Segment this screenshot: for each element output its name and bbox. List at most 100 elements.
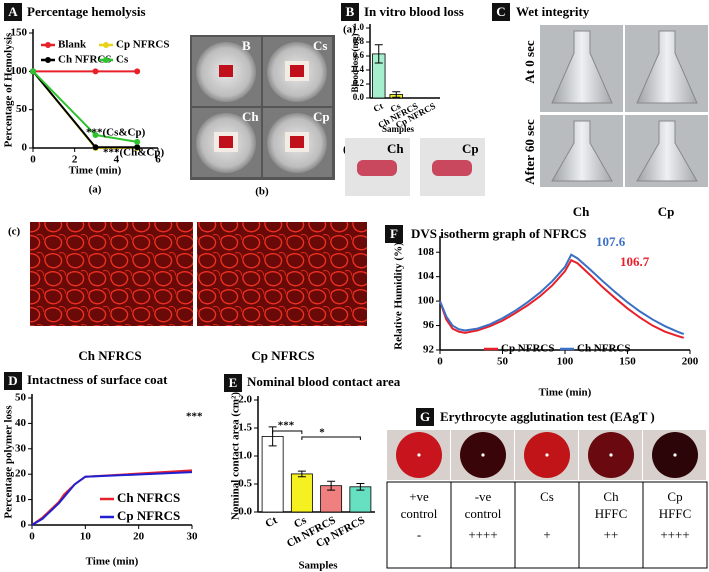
cell-label: HFFC — [595, 506, 628, 521]
y-tick-label: 1.0 — [353, 22, 365, 32]
sub-label: (b) — [255, 186, 269, 198]
flask — [636, 120, 698, 182]
photo-label: Cs — [313, 38, 327, 53]
flask — [636, 30, 698, 104]
x-tick-label: 20 — [133, 531, 145, 543]
chart-title: DVS isotherm graph of NFRCS — [411, 226, 587, 241]
legend-label: Cp NFRCS — [117, 508, 180, 523]
panel-letter: B — [346, 4, 355, 19]
annotation: 107.6 — [596, 234, 626, 249]
panel-letter: C — [496, 4, 505, 19]
x-tick-label: Cs — [389, 101, 403, 115]
y-axis-label: Blood loss (mg) — [350, 33, 360, 92]
y-tick-label: 108 — [418, 246, 435, 258]
y-tick-label: 96 — [423, 319, 435, 331]
panel-badge — [224, 374, 242, 392]
significance-bracket — [272, 430, 303, 434]
x-tick-label: Ct — [372, 101, 385, 114]
y-tick-label: 2.0 — [238, 394, 252, 406]
y-tick-label: 0.4 — [353, 64, 365, 74]
y-tick-label: 0 — [22, 142, 28, 154]
legend-label: Cp NFRCS — [116, 39, 169, 51]
point — [92, 131, 99, 138]
x-tick-label: 150 — [619, 356, 636, 368]
x-axis-label: Time (min) — [86, 556, 139, 568]
micrograph — [197, 222, 367, 326]
flask — [551, 120, 613, 182]
caption: Ch NFRCS — [78, 348, 141, 363]
cell-result: + — [543, 527, 550, 542]
x-tick-label: 30 — [187, 531, 199, 543]
panel-badge — [4, 372, 22, 390]
series-line — [439, 258, 685, 339]
point — [134, 68, 141, 75]
tube — [432, 160, 472, 176]
x-tick-label: Cs — [292, 514, 309, 531]
error-bar — [268, 426, 277, 447]
panel-letter: D — [8, 373, 17, 388]
sub-label: (c) — [8, 226, 21, 238]
cell-result: - — [417, 527, 421, 542]
y-tick-label: 50 — [16, 103, 28, 115]
cell-result: ++++ — [468, 527, 497, 542]
annotation: * — [319, 427, 325, 439]
cell-label: control — [401, 506, 438, 521]
x-tick-label: 0 — [30, 154, 36, 166]
legend-label: Ch NFRCS — [58, 54, 111, 66]
cell-result: ++ — [604, 527, 619, 542]
panel-badge — [492, 3, 510, 21]
legend-label: Cs — [116, 54, 129, 66]
y-tick-label: 104 — [418, 270, 435, 282]
sub-label: (a) — [89, 184, 102, 196]
y-axis-label: Nominal contact area (cm²) — [230, 392, 242, 520]
y-tick-label: 30 — [15, 442, 27, 454]
cell-label: +ve — [409, 489, 429, 504]
x-tick-label: 0 — [29, 531, 35, 543]
y-tick-label: 0.2 — [353, 78, 365, 88]
y-axis-label: Percentage of Hemolysis — [3, 32, 15, 147]
y-tick-label: 0.0 — [353, 92, 365, 102]
point — [134, 144, 141, 151]
x-axis-label: Time (min) — [539, 387, 592, 399]
y-tick-label: 1.5 — [238, 422, 252, 434]
series-line — [439, 253, 685, 336]
blood-stain — [290, 136, 304, 148]
significance-bracket — [301, 436, 361, 440]
x-tick-label: 10 — [80, 531, 92, 543]
panel-title: Erythrocyte agglutination test (EAgT ) — [440, 409, 655, 424]
x-axis-label: Samples — [382, 124, 415, 134]
error-bar — [374, 44, 383, 64]
chart-title: Intactness of surface coat — [27, 372, 168, 387]
photo-label: Cp — [313, 109, 330, 124]
photo-label: Ch — [242, 109, 259, 124]
panel-badge — [416, 408, 434, 426]
y-tick-label: 40 — [15, 417, 27, 429]
error-bar — [392, 91, 401, 98]
point — [92, 68, 99, 75]
y-axis-label: Percentage polymer loss — [3, 405, 15, 519]
panel-title: Wet integrity — [516, 4, 590, 19]
legend-label: Ch NFRCS — [577, 343, 630, 355]
caption: Cp NFRCS — [251, 348, 314, 363]
x-axis-label: Time (min) — [69, 165, 122, 177]
panel-badge — [385, 225, 403, 243]
y-tick-label: 50 — [15, 392, 27, 404]
y-tick-label: 0.0 — [238, 506, 252, 518]
annotation: *** — [186, 411, 203, 423]
bar — [290, 473, 313, 513]
legend-label: Blank — [58, 39, 87, 51]
panel-badge — [4, 3, 22, 21]
column-label: Ch — [573, 204, 590, 219]
sub-label: (a) — [343, 24, 356, 36]
y-tick-label: 1.0 — [238, 450, 252, 462]
point — [134, 138, 141, 145]
flask — [551, 30, 613, 104]
cell-label: control — [465, 506, 502, 521]
row-label: After 60 sec — [522, 119, 537, 185]
well-glint — [609, 453, 613, 457]
legend-label: Cp NFRCS — [501, 343, 554, 355]
x-tick-label: Ct — [263, 514, 279, 530]
annotation: *** — [278, 420, 295, 432]
micrograph — [30, 222, 193, 326]
legend-marker — [45, 42, 51, 48]
